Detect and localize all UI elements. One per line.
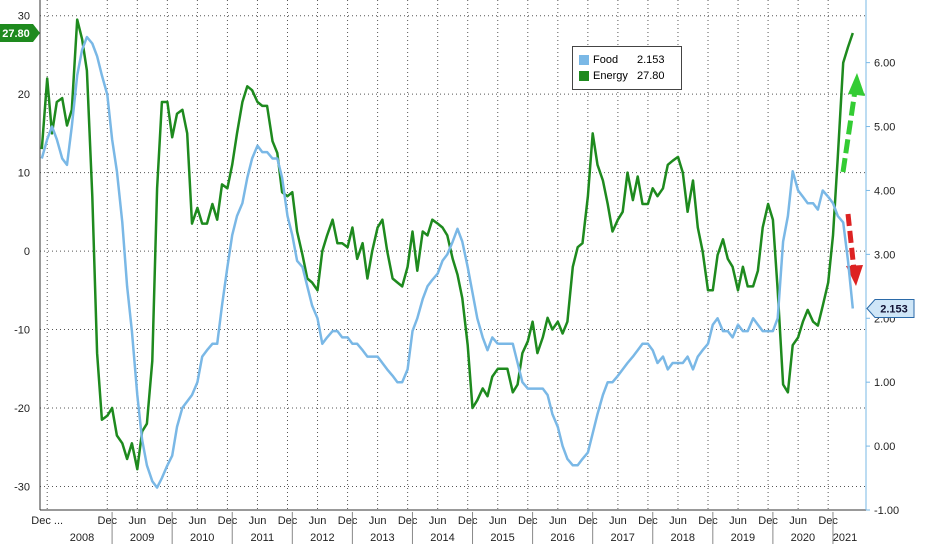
legend-label-energy: Energy xyxy=(593,70,628,82)
x-tick-label: Dec xyxy=(758,515,778,527)
last-value-tags: 27.80 2.153 xyxy=(0,23,915,318)
food-tag-label: 2.153 xyxy=(880,303,908,315)
right-tick-label: 3.00 xyxy=(874,249,895,261)
x-tick-label: Jun xyxy=(189,515,207,527)
x-tick-label: Jun xyxy=(429,515,447,527)
x-tick-label: Dec xyxy=(698,515,718,527)
legend-entry-energy: Energy 27.80 xyxy=(579,68,675,84)
x-tick-label: Jun xyxy=(549,515,567,527)
energy-tag-box xyxy=(0,23,40,42)
left-tick-label: 0 xyxy=(24,246,30,258)
x-tick-label: Jun xyxy=(789,515,807,527)
x-tick-label: Jun xyxy=(489,515,507,527)
left-tick-label: -20 xyxy=(14,403,30,415)
year-label: 2018 xyxy=(671,532,695,544)
year-label: 2016 xyxy=(550,532,574,544)
trend-arrows xyxy=(840,73,865,286)
x-tick-label: Jun xyxy=(309,515,327,527)
x-tick-label: Dec ... xyxy=(31,515,63,527)
series-line-food xyxy=(40,35,855,489)
x-tick-label: Jun xyxy=(729,515,747,527)
food-tag-box xyxy=(866,298,915,318)
year-label: 2020 xyxy=(791,532,815,544)
x-tick-label: Dec xyxy=(158,515,178,527)
right-tick-label: 5.00 xyxy=(874,122,895,134)
legend-value-food: 2.153 xyxy=(637,54,665,66)
red-down-arrow-head xyxy=(846,265,863,286)
year-label: 2009 xyxy=(130,532,154,544)
x-tick-label: Jun xyxy=(128,515,146,527)
x-tick-label: Jun xyxy=(669,515,687,527)
x-tick-label: Dec xyxy=(338,515,358,527)
legend-label-food: Food xyxy=(593,54,619,66)
x-tick-label: Dec xyxy=(218,515,238,527)
right-tick-label: 4.00 xyxy=(874,185,895,197)
x-tick-label: Jun xyxy=(609,515,627,527)
left-tick-label: -10 xyxy=(14,325,30,337)
left-tick-label: 20 xyxy=(18,89,30,101)
left-tick-label: -30 xyxy=(14,481,30,493)
red-down-arrow-shaft xyxy=(845,213,857,271)
x-tick-label: Dec xyxy=(278,515,298,527)
green-up-arrow-head xyxy=(848,73,865,96)
x-tick-label: Dec xyxy=(98,515,118,527)
left-tick-label: 10 xyxy=(18,168,30,180)
legend-swatch-food xyxy=(579,55,589,65)
year-label: 2017 xyxy=(610,532,634,544)
year-label: 2011 xyxy=(250,532,274,544)
year-label: 2015 xyxy=(490,532,514,544)
year-label: 2012 xyxy=(310,532,334,544)
year-label: 2019 xyxy=(731,532,755,544)
right-tick-label: 6.00 xyxy=(874,58,895,70)
x-tick-label: Dec xyxy=(518,515,538,527)
x-tick-label: Dec xyxy=(458,515,478,527)
right-tick-label: 1.00 xyxy=(874,377,895,389)
right-tick-label: -1.00 xyxy=(874,505,899,517)
legend-entry-food: Food 2.153 xyxy=(579,52,675,68)
year-label: 2014 xyxy=(430,532,454,544)
legend-swatch-energy xyxy=(579,71,589,81)
right-tick-label: 0.00 xyxy=(874,441,895,453)
series-line-energy xyxy=(40,18,854,471)
year-label: 2013 xyxy=(370,532,394,544)
x-tick-label: Dec xyxy=(818,515,838,527)
x-tick-label: Jun xyxy=(249,515,267,527)
left-tick-label: 30 xyxy=(18,11,30,23)
x-tick-label: Dec xyxy=(638,515,658,527)
x-tick-label: Jun xyxy=(369,515,387,527)
legend-value-energy: 27.80 xyxy=(637,70,665,82)
x-tick-label: Dec xyxy=(398,515,418,527)
year-label: 2008 xyxy=(70,532,94,544)
year-label: 2021 xyxy=(833,532,857,544)
axes: -30-20-100102030-1.000.001.002.003.004.0… xyxy=(14,0,899,544)
legend: Food 2.153 Energy 27.80 xyxy=(572,46,682,90)
year-label: 2010 xyxy=(190,532,214,544)
series-lines xyxy=(40,18,855,489)
green-up-arrow-shaft xyxy=(840,83,859,173)
x-tick-label: Dec xyxy=(578,515,598,527)
energy-tag-label: 27.80 xyxy=(2,28,30,40)
